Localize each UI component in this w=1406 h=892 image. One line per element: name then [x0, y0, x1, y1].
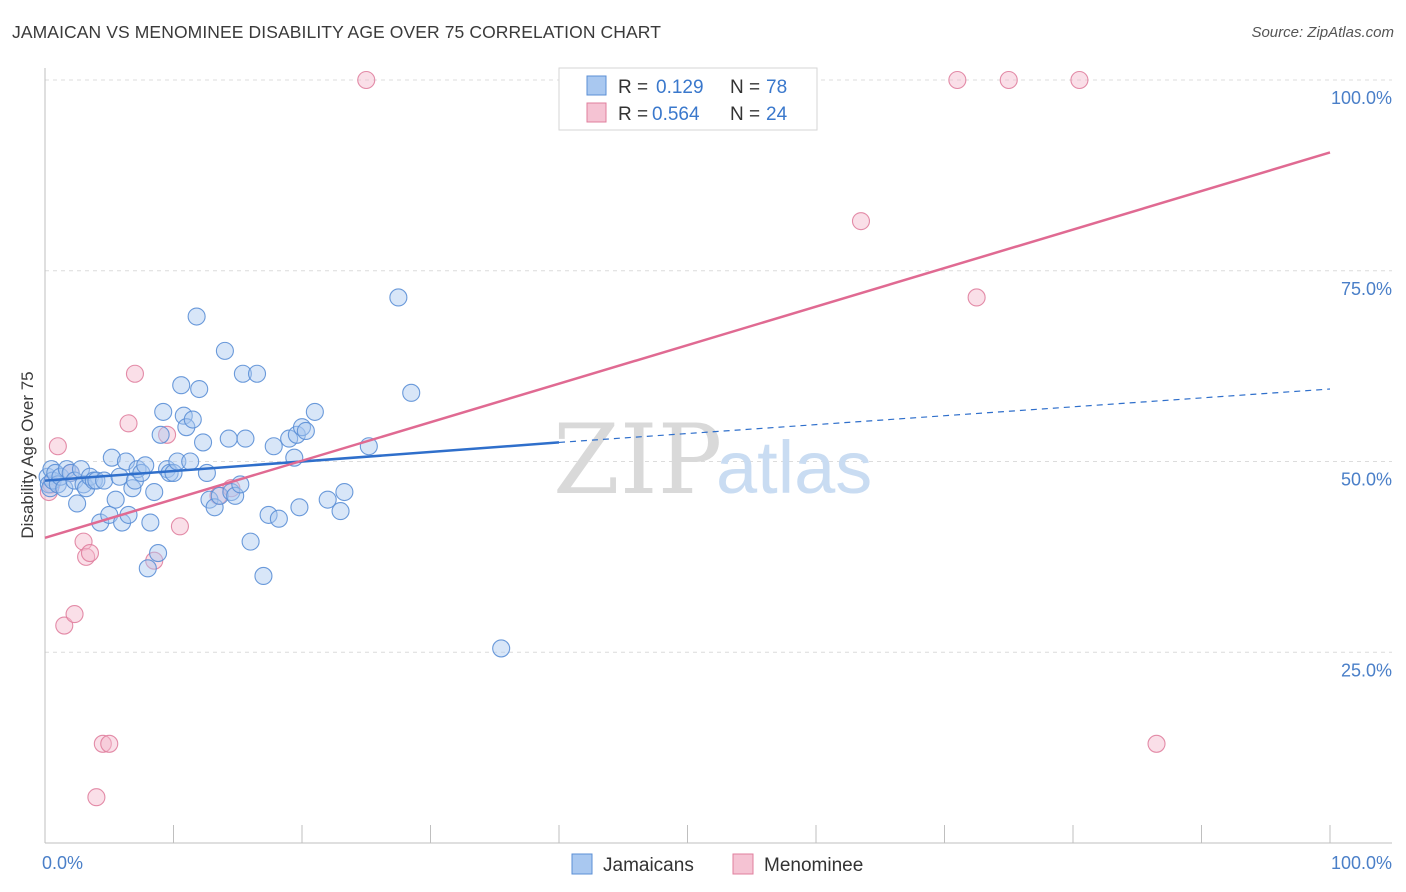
- x-tick-label-1: 100.0%: [1331, 853, 1392, 873]
- chart-title: JAMAICAN VS MENOMINEE DISABILITY AGE OVE…: [12, 22, 661, 42]
- jamaicans-point-32: [136, 456, 155, 475]
- jamaicans-point-65: [259, 505, 278, 524]
- jamaicans-point-29: [125, 471, 144, 490]
- stats-n-label-jamaicans: N =: [730, 77, 760, 98]
- menominee-point-10: [93, 734, 112, 753]
- trend-lines: [44, 151, 1331, 539]
- jamaicans-point-12: [68, 494, 87, 513]
- menominee-point-22: [967, 288, 986, 307]
- jamaicans-point-50: [194, 433, 213, 452]
- jamaicans-point-54: [210, 486, 229, 505]
- y-tick-label-2: 75.0%: [1341, 279, 1392, 299]
- jamaicans-point-53: [205, 498, 224, 517]
- menominee-point-16: [170, 517, 189, 536]
- jamaicans-point-66: [264, 437, 283, 456]
- stats-legend: R = 0.129 N = 78 R = 0.564 N = 24: [558, 67, 818, 131]
- menominee-point-6: [74, 532, 93, 551]
- menominee-point-25: [1147, 734, 1166, 753]
- jamaicans-point-49: [190, 379, 209, 399]
- jamaicans-point-74: [305, 402, 324, 421]
- y-axis-title: Disability Age Over 75: [18, 371, 37, 538]
- legend-label-menominee: Menominee: [764, 855, 863, 876]
- jamaicans-points: [38, 288, 511, 658]
- jamaicans-point-38: [154, 402, 173, 421]
- stats-legend-swatch-menominee: [586, 102, 607, 123]
- menominee-trend-line: [44, 151, 1331, 539]
- jamaicans-trend-extension: [558, 388, 1331, 444]
- jamaicans-point-55: [215, 341, 234, 360]
- jamaicans-point-15: [77, 479, 96, 498]
- watermark-zip: ZIP: [553, 404, 722, 516]
- grid-lines: [45, 79, 1392, 653]
- menominee-point-2: [48, 437, 67, 456]
- jamaicans-point-43: [172, 376, 191, 395]
- jamaicans-point-56: [219, 429, 238, 448]
- legend-swatch-jamaicans: [571, 853, 593, 875]
- jamaicans-point-34: [141, 513, 160, 532]
- menominee-point-8: [80, 544, 100, 563]
- menominee-point-5: [65, 605, 84, 624]
- menominee-point-24: [1070, 70, 1089, 90]
- menominee-point-21: [948, 70, 967, 90]
- jamaicans-point-47: [183, 410, 202, 429]
- jamaicans-point-67: [269, 509, 288, 528]
- menominee-point-20: [851, 212, 871, 231]
- jamaicans-point-37: [151, 425, 170, 444]
- y-tick-label-1: 50.0%: [1341, 470, 1392, 490]
- jamaicans-point-73: [296, 421, 315, 441]
- jamaicans-point-35: [145, 482, 164, 502]
- jamaicans-point-45: [177, 418, 196, 437]
- jamaicans-point-46: [181, 452, 200, 471]
- y-tick-label-0: 25.0%: [1341, 660, 1392, 680]
- jamaicans-point-62: [241, 532, 260, 551]
- legend-swatch-menominee: [732, 853, 754, 875]
- jamaicans-point-79: [389, 288, 408, 307]
- stats-r-label-menominee: R =: [618, 104, 648, 125]
- menominee-point-12: [119, 414, 138, 433]
- menominee-point-23: [999, 70, 1018, 90]
- axes: [44, 68, 1392, 844]
- jamaicans-point-33: [138, 559, 157, 578]
- tick-labels: 25.0% 50.0% 75.0% 100.0% 0.0% 100.0%: [42, 88, 1392, 873]
- jamaicans-point-58: [226, 486, 245, 505]
- jamaicans-point-23: [106, 490, 125, 509]
- jamaicans-point-60: [233, 364, 252, 383]
- stats-r-value-jamaicans: 0.129: [656, 77, 704, 98]
- menominee-point-9: [87, 788, 106, 807]
- jamaicans-point-48: [187, 307, 206, 326]
- menominee-point-11: [100, 734, 119, 753]
- stats-n-value-jamaicans: 78: [766, 77, 787, 98]
- stats-r-label-jamaicans: R =: [618, 77, 648, 98]
- jamaicans-point-81: [492, 639, 511, 658]
- stats-r-value-menominee: 0.564: [652, 104, 700, 125]
- menominee-point-19: [357, 70, 376, 90]
- jamaicans-point-71: [290, 498, 309, 517]
- watermark: ZIP atlas: [553, 404, 872, 516]
- stats-legend-swatch-jamaicans: [586, 75, 607, 96]
- jamaicans-point-22: [102, 448, 121, 467]
- jamaicans-point-80: [402, 383, 421, 402]
- jamaicans-point-75: [318, 490, 337, 509]
- legend-label-jamaicans: Jamaicans: [603, 855, 694, 876]
- chart-source: Source: ZipAtlas.com: [1251, 24, 1394, 41]
- stats-n-value-menominee: 24: [766, 104, 788, 125]
- jamaicans-point-64: [254, 566, 273, 586]
- stats-n-label-menominee: N =: [730, 104, 760, 125]
- jamaicans-point-76: [331, 502, 350, 521]
- jamaicans-point-7: [51, 467, 70, 486]
- x-tick-label-0: 0.0%: [42, 853, 83, 873]
- jamaicans-point-44: [174, 406, 193, 425]
- jamaicans-point-36: [149, 544, 168, 563]
- jamaicans-point-77: [335, 482, 354, 502]
- jamaicans-point-41: [164, 463, 183, 482]
- jamaicans-point-63: [247, 364, 267, 383]
- series-legend: Jamaicans Menominee: [571, 853, 863, 876]
- jamaicans-point-61: [236, 429, 255, 448]
- menominee-point-3: [55, 616, 74, 635]
- menominee-point-15: [158, 425, 177, 444]
- watermark-atlas: atlas: [716, 426, 872, 509]
- menominee-point-13: [125, 364, 144, 383]
- y-tick-label-3: 100.0%: [1331, 88, 1392, 108]
